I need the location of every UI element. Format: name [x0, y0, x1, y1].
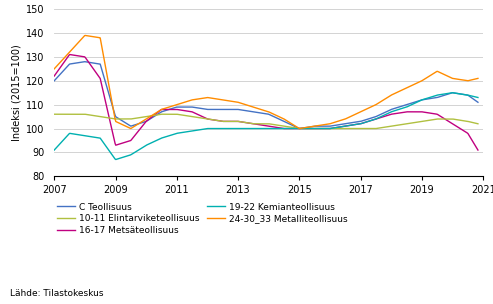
- 19-22 Kemianteollisuus: [51, 148, 57, 152]
- 24-30_33 Metalliteollisuus: [297, 127, 303, 130]
- 16-17 Metsäteollisuus: [302, 127, 308, 130]
- 24-30_33 Metalliteollisuus: [51, 67, 57, 71]
- 19-22 Kemianteollisuus: [113, 158, 119, 161]
- 19-22 Kemianteollisuus: [475, 96, 481, 99]
- 19-22 Kemianteollisuus: [450, 91, 456, 95]
- 19-22 Kemianteollisuus: [302, 127, 308, 130]
- 16-17 Metsäteollisuus: [475, 148, 481, 152]
- C Teollisuus: [297, 127, 303, 130]
- 10-11 Elintarviketeollisuus: [475, 122, 481, 126]
- C Teollisuus: [336, 123, 342, 127]
- C Teollisuus: [372, 115, 378, 119]
- 16-17 Metsäteollisuus: [371, 118, 377, 121]
- 24-30_33 Metalliteollisuus: [475, 77, 481, 80]
- 24-30_33 Metalliteollisuus: [372, 103, 378, 107]
- 10-11 Elintarviketeollisuus: [302, 127, 308, 130]
- 24-30_33 Metalliteollisuus: [161, 107, 167, 111]
- Line: C Teollisuus: C Teollisuus: [54, 62, 478, 129]
- C Teollisuus: [82, 60, 88, 64]
- C Teollisuus: [127, 124, 133, 127]
- 24-30_33 Metalliteollisuus: [336, 119, 342, 123]
- C Teollisuus: [302, 126, 308, 130]
- Line: 24-30_33 Metalliteollisuus: 24-30_33 Metalliteollisuus: [54, 36, 478, 129]
- 16-17 Metsäteollisuus: [161, 108, 167, 111]
- Line: 16-17 Metsäteollisuus: 16-17 Metsäteollisuus: [54, 54, 478, 150]
- 19-22 Kemianteollisuus: [161, 136, 167, 139]
- 10-11 Elintarviketeollisuus: [371, 127, 377, 130]
- 24-30_33 Metalliteollisuus: [302, 126, 308, 130]
- 10-11 Elintarviketeollisuus: [126, 117, 132, 121]
- 19-22 Kemianteollisuus: [127, 153, 133, 157]
- 10-11 Elintarviketeollisuus: [243, 121, 249, 124]
- Text: Lähde: Tilastokeskus: Lähde: Tilastokeskus: [10, 289, 104, 298]
- 16-17 Metsäteollisuus: [127, 139, 133, 143]
- Y-axis label: Indeksi (2015=100): Indeksi (2015=100): [12, 44, 22, 141]
- 10-11 Elintarviketeollisuus: [51, 112, 57, 116]
- 16-17 Metsäteollisuus: [244, 121, 249, 125]
- 16-17 Metsäteollisuus: [67, 53, 73, 56]
- C Teollisuus: [51, 79, 57, 83]
- 10-11 Elintarviketeollisuus: [160, 112, 166, 116]
- 16-17 Metsäteollisuus: [51, 74, 57, 78]
- 10-11 Elintarviketeollisuus: [297, 127, 303, 130]
- Line: 10-11 Elintarviketeollisuus: 10-11 Elintarviketeollisuus: [54, 114, 478, 129]
- Legend: C Teollisuus, 10-11 Elintarviketeollisuus, 16-17 Metsäteollisuus, 19-22 Kemiante: C Teollisuus, 10-11 Elintarviketeollisuu…: [57, 202, 348, 235]
- 19-22 Kemianteollisuus: [371, 118, 377, 121]
- Line: 19-22 Kemianteollisuus: 19-22 Kemianteollisuus: [54, 93, 478, 160]
- 16-17 Metsäteollisuus: [335, 126, 341, 129]
- 10-11 Elintarviketeollisuus: [335, 127, 341, 130]
- C Teollisuus: [244, 109, 249, 112]
- 24-30_33 Metalliteollisuus: [127, 126, 133, 130]
- 19-22 Kemianteollisuus: [244, 127, 249, 130]
- C Teollisuus: [161, 109, 167, 113]
- 24-30_33 Metalliteollisuus: [82, 34, 88, 37]
- C Teollisuus: [475, 100, 481, 104]
- 24-30_33 Metalliteollisuus: [244, 103, 249, 107]
- 19-22 Kemianteollisuus: [335, 126, 341, 129]
